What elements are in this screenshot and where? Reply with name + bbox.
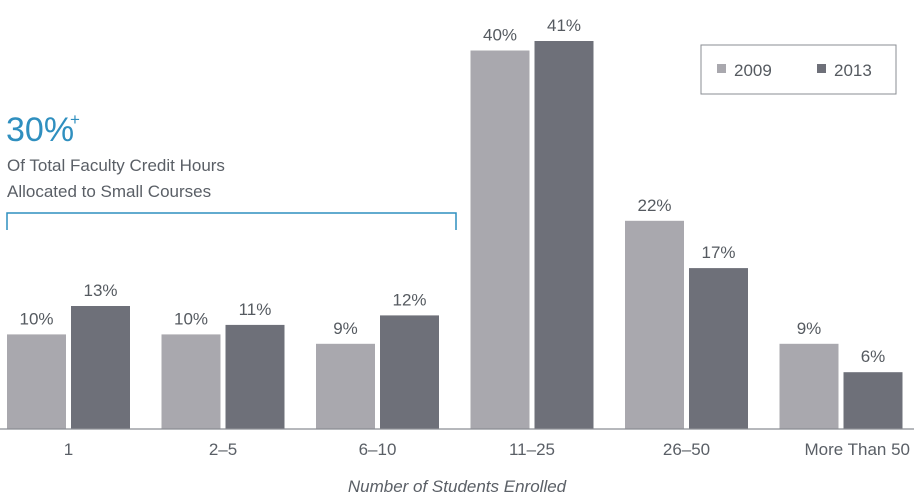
data-label-2013-2: 12%	[392, 290, 426, 309]
data-label-2013-1: 11%	[239, 300, 272, 319]
bar-2013-1	[225, 324, 285, 429]
legend: 2009 2013	[700, 44, 897, 95]
callout-superscript: +	[70, 110, 80, 129]
data-label-2013-0: 13%	[83, 281, 117, 300]
x-tick-labels: 1 2–5 6–10 11–25 26–50 More Than 50	[64, 440, 910, 459]
data-label-2013-4: 17%	[701, 243, 735, 262]
callout-bracket	[6, 212, 457, 230]
bar-2013-3	[534, 41, 594, 429]
legend-swatch-2009	[717, 64, 726, 73]
callout: 30% + Of Total Faculty Credit Hours Allo…	[6, 110, 457, 230]
x-tick-label-4: 26–50	[663, 440, 710, 459]
legend-label-2013: 2013	[834, 61, 872, 80]
bar-2013-2	[380, 315, 439, 429]
x-tick-label-1: 2–5	[209, 440, 237, 459]
bar-2013-0	[71, 306, 130, 429]
legend-swatch-2013	[817, 64, 826, 73]
data-label-2009-2: 9%	[333, 319, 358, 338]
bar-2009-0	[7, 334, 66, 429]
callout-line-1: Of Total Faculty Credit Hours	[7, 156, 225, 175]
bar-2013-5	[843, 372, 903, 429]
bar-2009-2	[316, 343, 375, 429]
bar-2009-1	[161, 334, 221, 429]
data-label-2009-3: 40%	[483, 26, 517, 45]
callout-headline: 30%	[6, 111, 74, 149]
callout-line-2: Allocated to Small Courses	[7, 182, 211, 201]
x-tick-label-3: 11–25	[509, 440, 555, 459]
bar-2013-4	[689, 268, 748, 429]
data-label-2009-0: 10%	[19, 309, 53, 328]
x-tick-label-2: 6–10	[359, 440, 397, 459]
data-label-2009-4: 22%	[637, 196, 671, 215]
bar-2009-4	[625, 220, 684, 429]
data-label-2009-5: 9%	[797, 319, 822, 338]
data-label-2013-5: 6%	[861, 347, 886, 366]
bars-group	[7, 41, 903, 429]
legend-label-2009: 2009	[734, 61, 772, 80]
data-label-2009-1: 10%	[174, 309, 208, 328]
x-axis-title: Number of Students Enrolled	[348, 477, 567, 496]
data-label-2013-3: 41%	[547, 16, 581, 35]
data-labels-group: 10% 13% 10% 11% 9% 12% 40% 41% 22% 17% 9% 6%	[19, 16, 885, 366]
bar-2009-3	[470, 50, 530, 429]
x-tick-label-0: 1	[64, 440, 73, 459]
bar-2009-5	[779, 343, 839, 429]
legend-box	[700, 44, 897, 95]
x-tick-label-5: More Than 50	[804, 440, 910, 459]
